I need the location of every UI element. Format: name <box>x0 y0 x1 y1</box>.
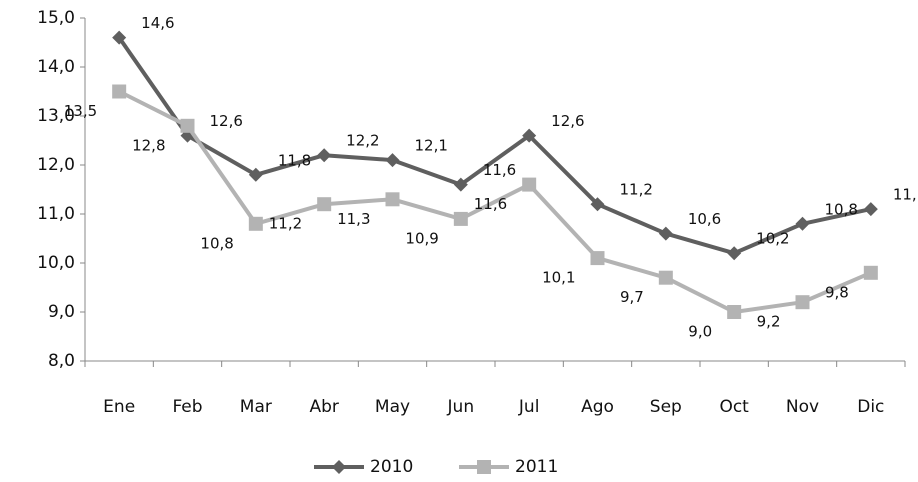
point <box>317 148 332 163</box>
point <box>727 246 742 261</box>
x-tick-label: Sep <box>650 397 682 417</box>
data-label: 10,9 <box>405 229 438 247</box>
point <box>795 295 810 310</box>
x-tick-label: Ene <box>103 397 135 417</box>
point <box>180 118 195 133</box>
x-tick-label: Ago <box>581 397 614 417</box>
point <box>863 265 878 280</box>
point <box>590 251 605 266</box>
point <box>453 211 468 226</box>
data-label: 12,8 <box>132 136 165 154</box>
x-tick-label: Jun <box>447 397 475 417</box>
y-tick-label: 13,0 <box>37 106 75 126</box>
legend-label: 2011 <box>515 457 558 477</box>
legend-marker <box>477 460 491 474</box>
point <box>658 226 673 241</box>
point <box>112 30 127 45</box>
x-tick-label: Mar <box>240 397 272 417</box>
data-label: 9,7 <box>620 288 644 306</box>
data-label: 12,6 <box>210 112 243 130</box>
data-label: 10,1 <box>542 269 575 287</box>
data-label: 11,3 <box>337 210 370 228</box>
data-label: 10,6 <box>688 210 721 228</box>
y-tick-label: 10,0 <box>37 253 75 273</box>
y-tick-label: 8,0 <box>48 351 75 371</box>
point <box>385 153 400 168</box>
y-tick-label: 14,0 <box>37 57 75 77</box>
data-label: 11,1 <box>893 186 918 204</box>
x-tick-label: Nov <box>786 397 819 417</box>
x-tick-label: Feb <box>172 397 202 417</box>
data-label: 9,0 <box>688 323 712 341</box>
series-line <box>117 36 872 256</box>
point <box>248 216 263 231</box>
data-label: 12,1 <box>415 137 448 155</box>
data-label: 10,8 <box>825 200 858 218</box>
point <box>863 202 878 217</box>
data-label: 11,2 <box>269 215 302 233</box>
legend-marker <box>332 460 346 474</box>
data-label: 12,6 <box>551 112 584 130</box>
point <box>795 216 810 231</box>
y-tick-label: 12,0 <box>37 155 75 175</box>
point <box>453 177 468 192</box>
point <box>248 167 263 182</box>
point <box>385 192 400 207</box>
x-tick-label: Dic <box>857 397 884 417</box>
point <box>317 197 332 212</box>
data-label: 12,2 <box>346 132 379 150</box>
data-label: 11,6 <box>474 195 507 213</box>
data-label: 10,8 <box>200 234 233 252</box>
data-label: 9,8 <box>825 283 849 301</box>
data-label: 11,8 <box>278 151 311 169</box>
data-label: 11,6 <box>483 161 516 179</box>
y-tick-label: 11,0 <box>37 204 75 224</box>
point <box>522 128 537 143</box>
data-label: 13,5 <box>64 102 97 120</box>
x-tick-label: Abr <box>309 397 338 417</box>
x-tick-label: Jul <box>518 397 540 417</box>
data-label: 9,2 <box>757 313 781 331</box>
point <box>727 305 742 319</box>
point <box>658 270 673 285</box>
point <box>590 197 605 212</box>
x-tick-label: May <box>375 397 410 417</box>
y-tick-label: 9,0 <box>48 302 75 322</box>
point <box>112 84 127 99</box>
x-tick-label: Oct <box>719 397 749 417</box>
data-label: 14,6 <box>141 14 174 32</box>
data-label: 10,2 <box>756 230 789 248</box>
y-tick-label: 15,0 <box>37 8 75 28</box>
data-label: 11,2 <box>620 181 653 199</box>
series-line <box>118 89 872 314</box>
point <box>522 177 537 192</box>
legend-label: 2010 <box>370 457 413 477</box>
